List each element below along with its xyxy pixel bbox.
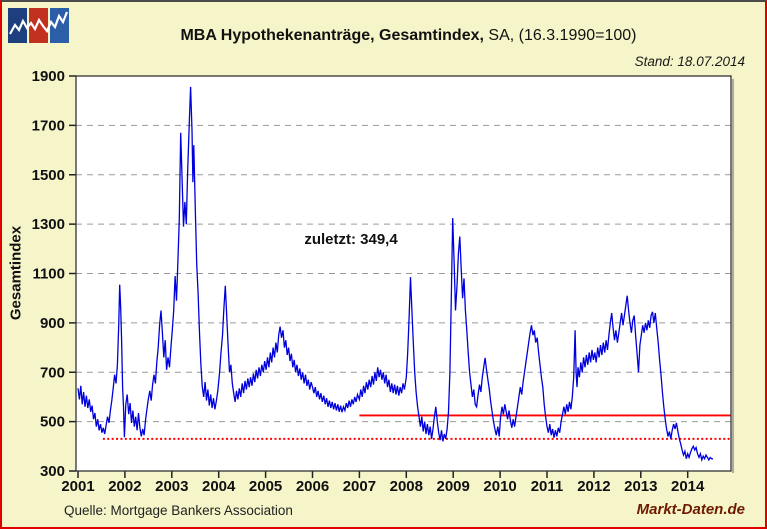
chart-title-main: MBA Hypothekenanträge, Gesamtindex,: [180, 27, 484, 44]
source-note: Quelle: Mortgage Bankers Association: [64, 503, 293, 518]
x-tick-label: 2004: [202, 478, 236, 495]
x-tick-label: 2001: [61, 478, 94, 495]
x-tick-label: 2013: [624, 478, 657, 495]
x-tick-label: 2003: [155, 478, 188, 495]
y-tick-label: 1300: [32, 216, 65, 233]
last-value-annotation: zuletzt: 349,4: [304, 231, 398, 248]
x-tick-label: 2009: [437, 478, 470, 495]
logo-square-1: [8, 8, 27, 43]
x-tick-label: 2012: [577, 478, 610, 495]
as-of-date: Stand: 18.07.2014: [634, 54, 745, 69]
y-axis-title: Gesamtindex: [7, 225, 25, 321]
x-tick-label: 2007: [343, 478, 376, 495]
y-tick-label: 1700: [32, 117, 65, 134]
x-tick-label: 2002: [108, 478, 141, 495]
chart-title-sub: SA, (16.3.1990=100): [483, 27, 637, 44]
x-tick-label: 2011: [531, 478, 564, 495]
plot-frame: [75, 75, 732, 472]
x-tick-label: 2008: [390, 478, 423, 495]
y-tick-label: 1100: [32, 266, 65, 283]
x-tick-label: 2014: [671, 478, 705, 495]
y-tick-label: 1900: [32, 68, 65, 85]
markt-daten-logo: [8, 8, 69, 43]
x-tick-label: 2010: [483, 478, 516, 495]
series-line: [77, 86, 714, 463]
y-tick-label: 1500: [32, 167, 65, 184]
x-tick-label: 2006: [296, 478, 329, 495]
watermark: Markt-Daten.de: [636, 501, 745, 518]
logo-square-2: [29, 8, 48, 43]
plot-area: [76, 76, 731, 471]
logo-zigzag-line: [9, 11, 69, 35]
y-tick-label: 900: [40, 315, 65, 332]
y-tick-label: 500: [40, 414, 65, 431]
x-tick-label: 2005: [249, 478, 282, 495]
chart-title: MBA Hypothekenanträge, Gesamtindex, SA, …: [60, 27, 757, 45]
y-tick-label: 700: [40, 364, 65, 381]
y-tick-label: 300: [40, 463, 65, 480]
